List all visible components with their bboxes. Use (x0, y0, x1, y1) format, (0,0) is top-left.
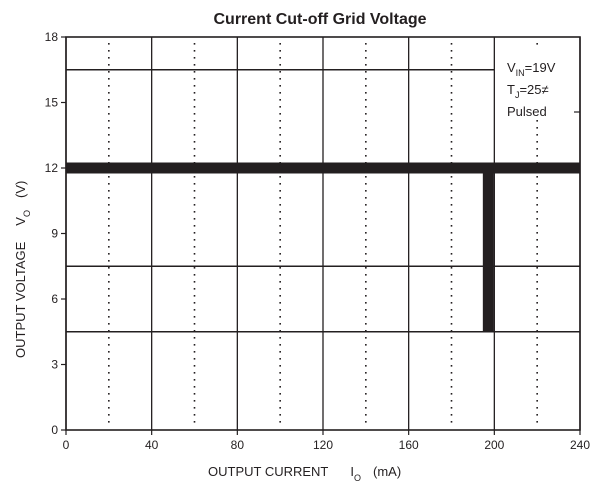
x-tick-label: 120 (313, 438, 333, 452)
x-tick-label: 160 (399, 438, 419, 452)
x-axis-label: OUTPUT CURRENT IO (mA) (208, 464, 401, 483)
y-tick-label: 18 (45, 30, 59, 44)
y-tick-label: 3 (51, 358, 58, 372)
y-tick-label: 9 (51, 227, 58, 241)
x-tick-label: 240 (570, 438, 590, 452)
x-tick-label: 80 (231, 438, 245, 452)
y-tick-label: 15 (45, 96, 59, 110)
vin-condition: VIN=19V (507, 60, 556, 78)
y-tick-label: 12 (45, 161, 59, 175)
tick-layer: 0 40 80 120 160 200 240 0 3 6 9 12 15 18 (45, 30, 591, 452)
y-axis-label: OUTPUT VOLTAGEVO(V) (13, 181, 32, 358)
y-tick-label: 6 (51, 292, 58, 306)
x-tick-label: 40 (145, 438, 159, 452)
y-tick-label: 0 (51, 423, 58, 437)
tj-condition: TJ=25≠ (507, 82, 549, 100)
x-tick-label: 0 (63, 438, 70, 452)
x-tick-label: 200 (484, 438, 504, 452)
series-layer (66, 162, 580, 332)
chart-title: Current Cut-off Grid Voltage (213, 11, 426, 28)
pulsed-condition: Pulsed (507, 104, 547, 119)
reference-lines (66, 68, 580, 333)
conditions-annotation: VIN=19V TJ=25≠ Pulsed (497, 47, 580, 119)
annotation-backdrop (497, 47, 577, 119)
